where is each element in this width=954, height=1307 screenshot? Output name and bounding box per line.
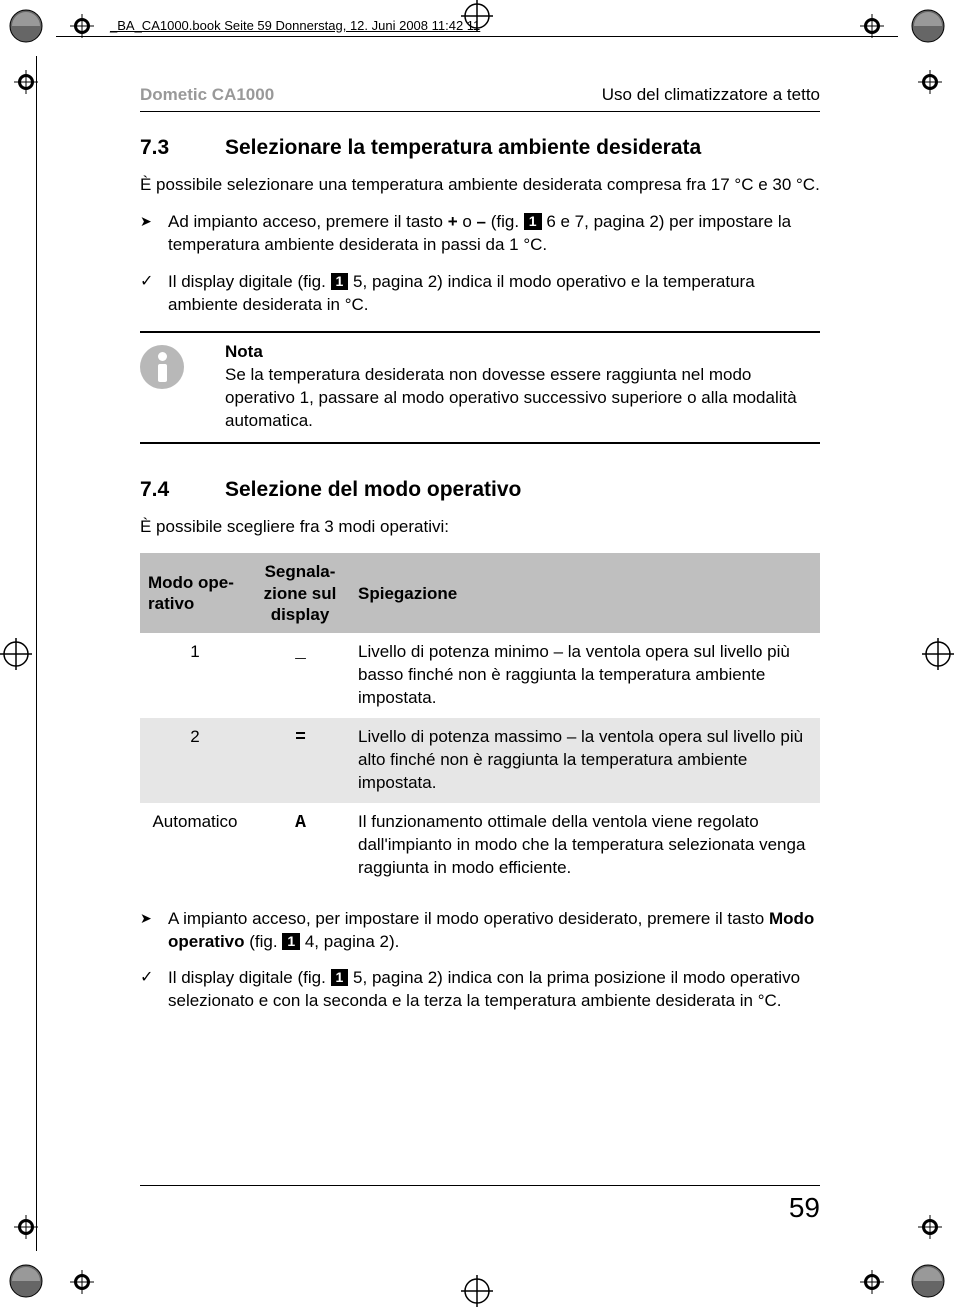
- text-fragment: Il display digitale (fig.: [168, 968, 331, 987]
- check-icon: [140, 271, 168, 317]
- table-row: 2 = Livello di potenza massimo – la vent…: [140, 718, 820, 803]
- figure-ref-icon: 1: [282, 933, 300, 950]
- col-header-signal: Segnala­zione sul display: [250, 553, 350, 633]
- reg-mark-r-lower: [918, 1215, 942, 1239]
- text-fragment: o: [458, 212, 477, 231]
- intro-7-4: È possibile scegliere fra 3 modi operati…: [140, 516, 820, 539]
- minus-key: –: [477, 212, 486, 231]
- figure-ref-icon: 1: [524, 213, 542, 230]
- heading-title: Selezione del modo operativo: [225, 478, 521, 502]
- reg-mark-bl-small: [70, 1270, 94, 1294]
- modes-table: Modo ope­rativo Segnala­zione sul displa…: [140, 553, 820, 887]
- text-fragment: Il display digitale (fig.: [168, 272, 331, 291]
- page-number: 59: [140, 1185, 820, 1224]
- heading-title: Selezionare la temperatura ambiente desi…: [225, 136, 701, 160]
- reg-mark-l-upper: [14, 70, 38, 94]
- result-text: Il display digitale (fig. 1 5, pagina 2)…: [168, 271, 820, 317]
- cell-mode: 2: [140, 718, 250, 803]
- cell-desc: Livello di potenza minimo – la ventola o…: [350, 633, 820, 718]
- arrow-icon: [140, 211, 168, 257]
- segment-glyph: A: [295, 813, 305, 833]
- header-product: Dometic CA1000: [140, 85, 274, 105]
- table-row: Automatico A Il funzionamento ottimale d…: [140, 803, 820, 888]
- figure-ref-icon: 1: [331, 273, 349, 290]
- segment-glyph: _: [295, 643, 305, 663]
- corner-bl-icon: [8, 1263, 44, 1299]
- cell-desc: Livello di potenza massimo – la ventola …: [350, 718, 820, 803]
- reg-mark-br-small: [860, 1270, 884, 1294]
- text-fragment: (fig.: [245, 932, 283, 951]
- running-header: Dometic CA1000 Uso del climatizzatore a …: [140, 85, 820, 112]
- note-box: Nota Se la temperatura desiderata non do…: [140, 331, 820, 445]
- reg-mark-left-center: [0, 638, 32, 670]
- reg-mark-top-center: [461, 0, 493, 32]
- segment-glyph: =: [295, 728, 305, 748]
- reg-mark-tl-small: [70, 14, 94, 38]
- cell-mode: Automatico: [140, 803, 250, 888]
- text-fragment: A impianto acceso, per impostare il modo…: [168, 909, 769, 928]
- arrow-icon: [140, 908, 168, 954]
- reg-mark-r-upper: [918, 70, 942, 94]
- table-row: 1 _ Livello di potenza minimo – la vento…: [140, 633, 820, 718]
- result-item: Il display digitale (fig. 1 5, pagina 2)…: [140, 967, 820, 1013]
- cell-signal: _: [250, 633, 350, 718]
- col-header-desc: Spiegazione: [350, 553, 820, 633]
- cell-desc: Il funzionamento ottimale della ventola …: [350, 803, 820, 888]
- action-text: A impianto acceso, per impostare il modo…: [168, 908, 820, 954]
- note-content: Nota Se la temperatura desiderata non do…: [225, 341, 820, 433]
- text-fragment: (fig.: [486, 212, 524, 231]
- heading-number: 7.3: [140, 136, 225, 160]
- corner-tl-icon: [8, 8, 44, 44]
- cell-signal: A: [250, 803, 350, 888]
- action-text: Ad impianto acceso, premere il tasto + o…: [168, 211, 820, 257]
- heading-7-3: 7.3 Selezionare la temperatura ambiente …: [140, 136, 820, 160]
- col-header-mode: Modo ope­rativo: [140, 553, 250, 633]
- figure-ref-icon: 1: [331, 969, 349, 986]
- note-title: Nota: [225, 341, 820, 364]
- note-body: Se la temperatura desiderata non dovesse…: [225, 364, 820, 433]
- reg-mark-tr-small: [860, 14, 884, 38]
- result-item: Il display digitale (fig. 1 5, pagina 2)…: [140, 271, 820, 317]
- info-icon: [140, 341, 225, 433]
- page-content: Dometic CA1000 Uso del climatizzatore a …: [140, 85, 820, 1027]
- reg-mark-l-lower: [14, 1215, 38, 1239]
- crop-line-left: [36, 56, 37, 1251]
- action-item: A impianto acceso, per impostare il modo…: [140, 908, 820, 954]
- text-fragment: 4, pagina 2).: [300, 932, 399, 951]
- heading-7-4: 7.4 Selezione del modo operativo: [140, 478, 820, 502]
- plus-key: +: [448, 212, 458, 231]
- corner-br-icon: [910, 1263, 946, 1299]
- table-header-row: Modo ope­rativo Segnala­zione sul displa…: [140, 553, 820, 633]
- cell-signal: =: [250, 718, 350, 803]
- heading-number: 7.4: [140, 478, 225, 502]
- intro-7-3: È possibile selezionare una temperatura …: [140, 174, 820, 197]
- file-path-header: _BA_CA1000.book Seite 59 Donnerstag, 12.…: [110, 18, 480, 33]
- reg-mark-bottom-center: [461, 1275, 493, 1307]
- reg-mark-right-center: [922, 638, 954, 670]
- check-icon: [140, 967, 168, 1013]
- result-text: Il display digitale (fig. 1 5, pagina 2)…: [168, 967, 820, 1013]
- text-fragment: Ad impianto acceso, premere il tasto: [168, 212, 448, 231]
- crop-line-top: [56, 36, 898, 37]
- action-item: Ad impianto acceso, premere il tasto + o…: [140, 211, 820, 257]
- cell-mode: 1: [140, 633, 250, 718]
- corner-tr-icon: [910, 8, 946, 44]
- header-section: Uso del climatizzatore a tetto: [602, 85, 820, 105]
